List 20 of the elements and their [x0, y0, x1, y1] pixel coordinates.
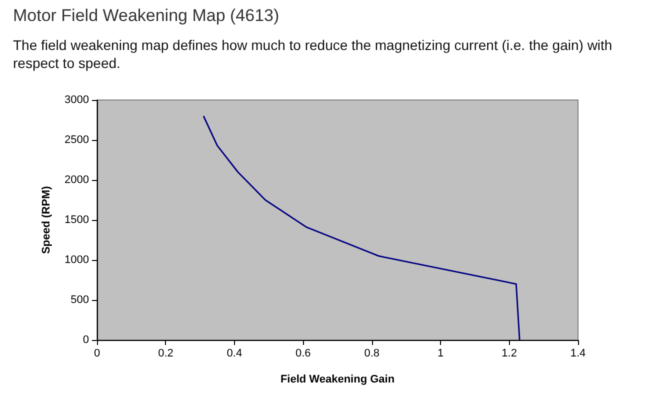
- y-tick-label: 3000: [64, 94, 89, 106]
- y-tick-label: 1000: [64, 254, 89, 266]
- chart-subtitle: The field weakening map defines how much to reduce the magnetizing current (i.e. the gain) with respect to speed.: [13, 37, 616, 71]
- y-tick-label: 500: [70, 294, 89, 306]
- x-tick-label: 1: [438, 348, 444, 360]
- chart-title: Motor Field Weakening Map (4613): [13, 6, 280, 25]
- y-tick-label: 1500: [64, 214, 89, 226]
- x-tick-label: 1.2: [502, 348, 517, 360]
- x-axis-title: Field Weakening Gain: [280, 374, 395, 386]
- x-tick-label: 0: [94, 348, 100, 360]
- y-tick-label: 0: [82, 334, 89, 346]
- x-tick-label: 0.6: [295, 348, 311, 360]
- x-tick-label: 0.2: [158, 348, 174, 360]
- x-tick-label: 0.4: [226, 348, 242, 360]
- x-tick-label: 0.8: [364, 348, 380, 360]
- y-tick-label: 2500: [64, 134, 89, 146]
- y-tick-label: 2000: [64, 174, 89, 186]
- line-series: [202, 115, 520, 341]
- y-axis-title: Speed (RPM): [40, 186, 52, 254]
- x-tick-label: 1.4: [570, 348, 586, 360]
